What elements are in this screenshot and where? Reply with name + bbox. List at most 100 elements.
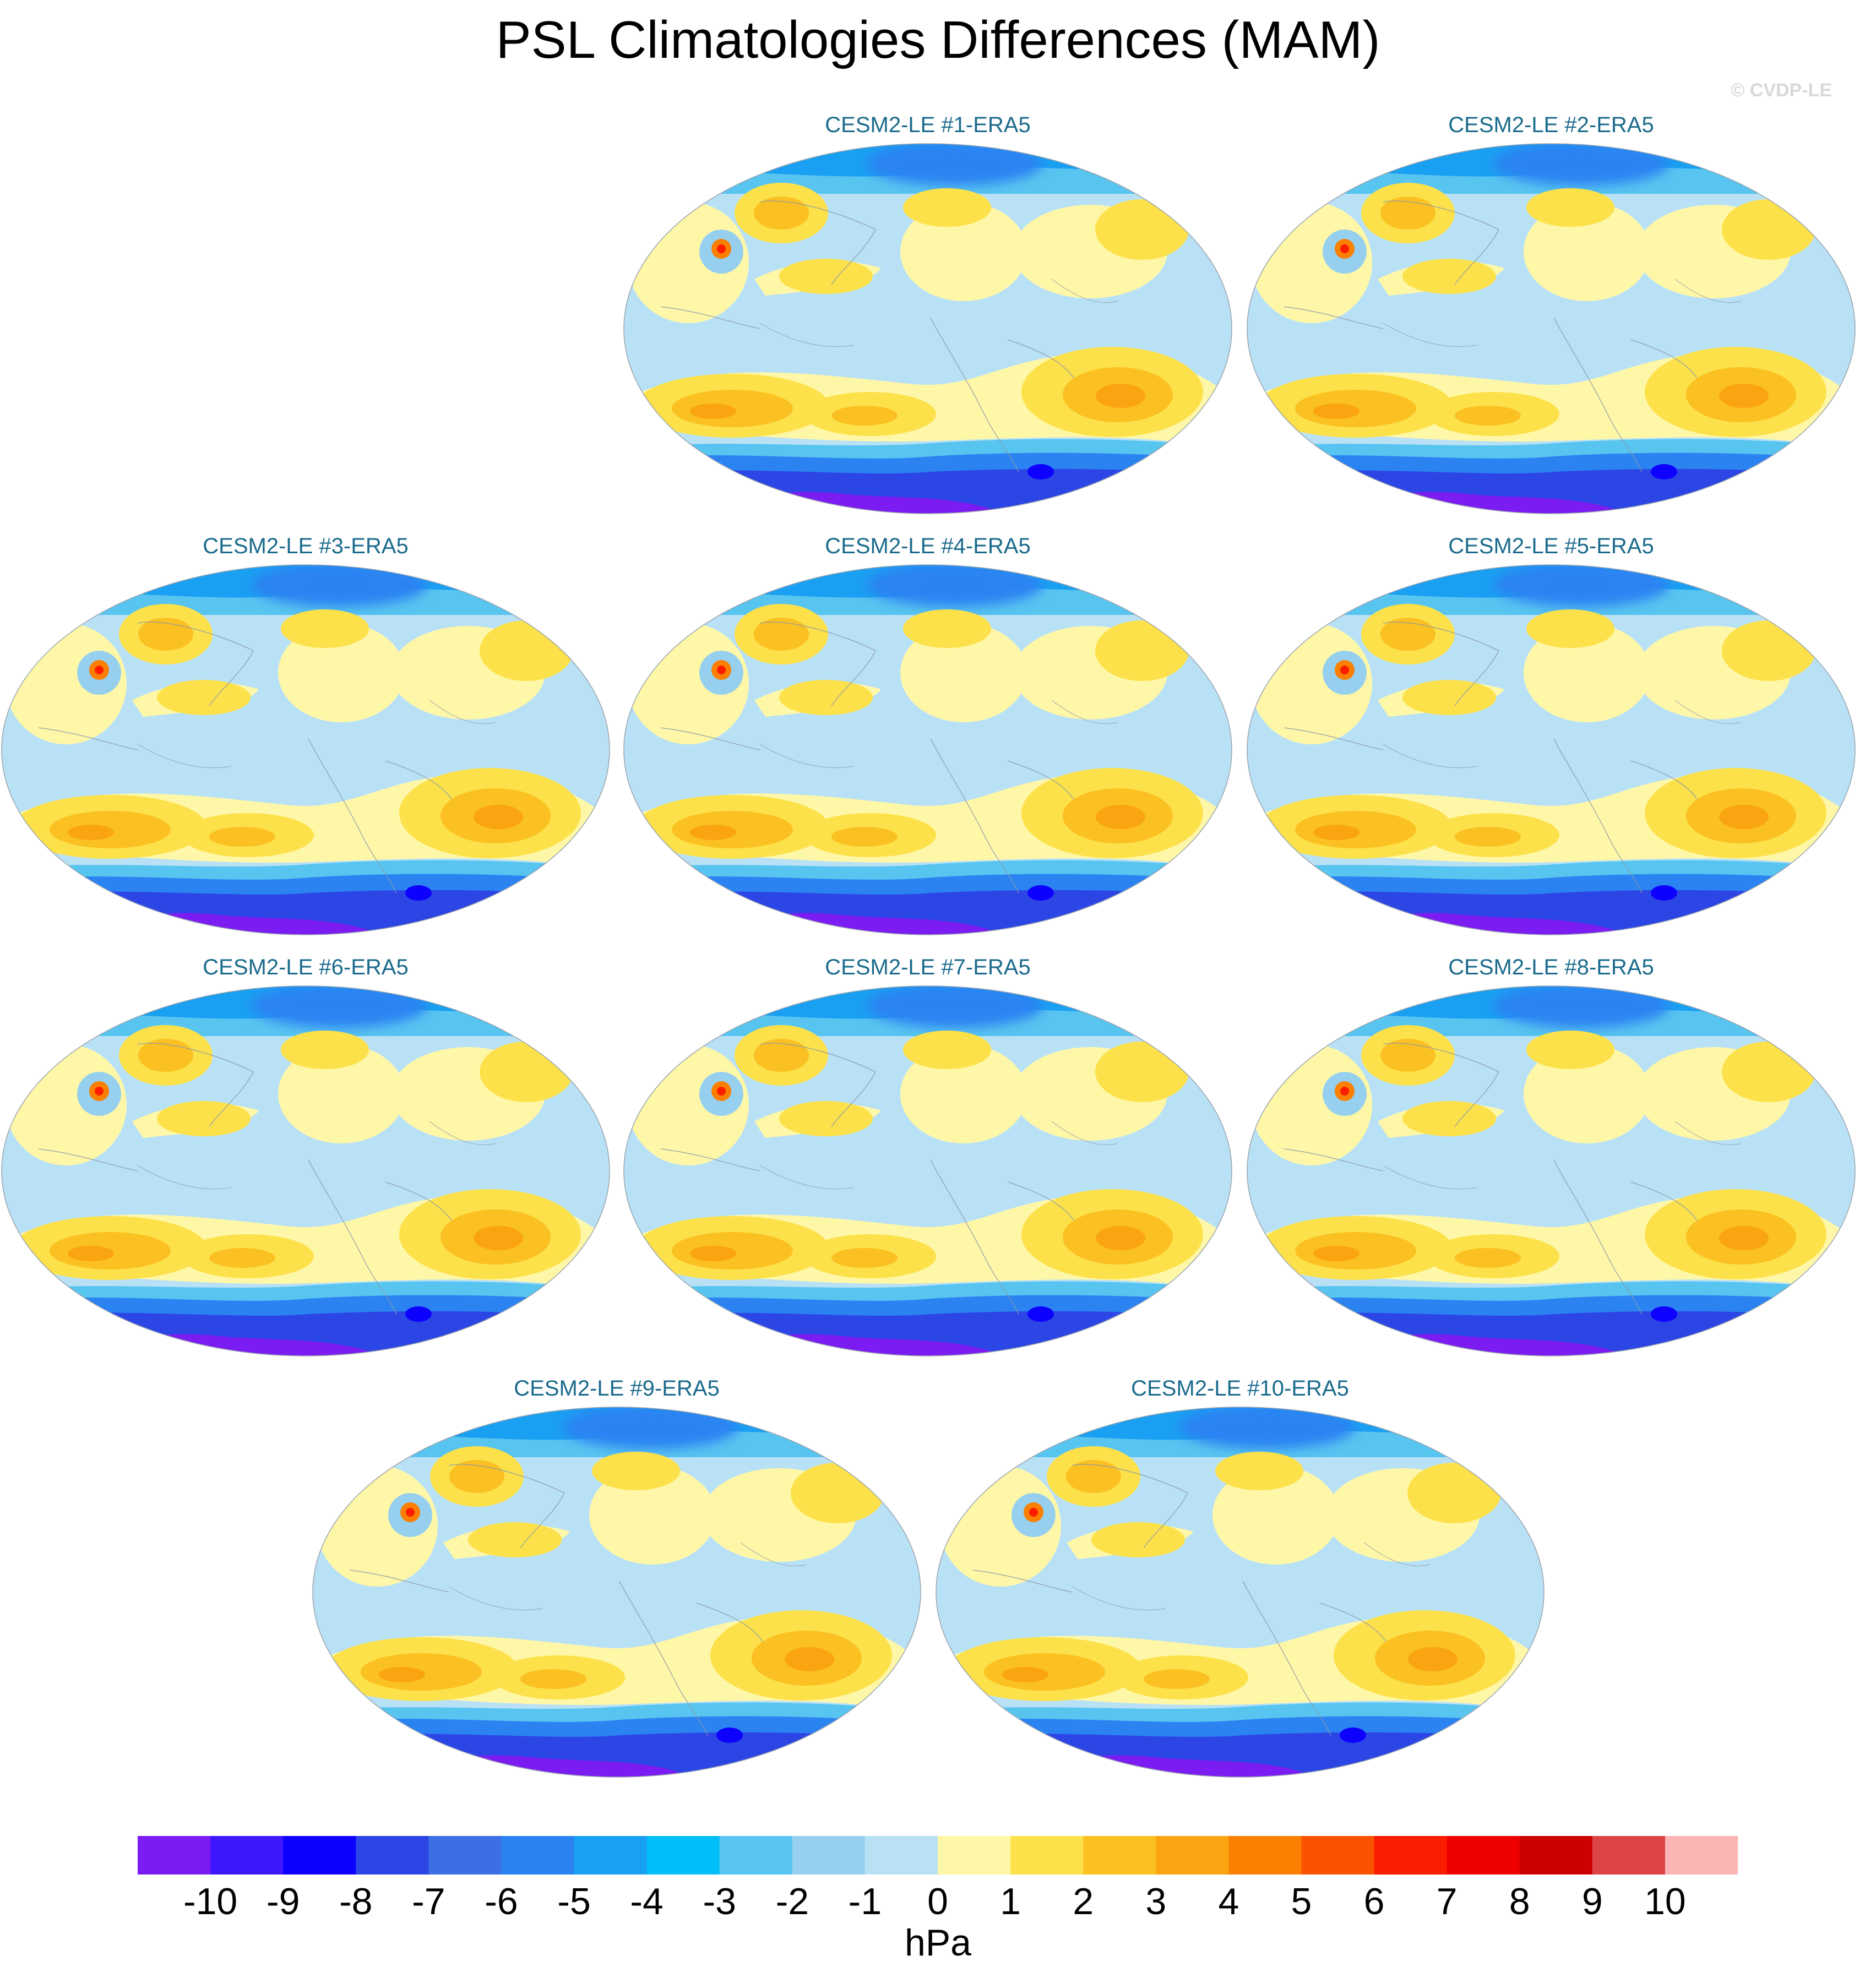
panel-title: CESM2-LE #9-ERA5 [514, 1376, 720, 1401]
map-panel: CESM2-LE #3-ERA5 [0, 534, 611, 935]
colorbar-swatch [1519, 1836, 1593, 1875]
map-panel: CESM2-LE #7-ERA5 [622, 955, 1233, 1356]
map-plot [312, 1407, 921, 1778]
colorbar-tick-label: -5 [557, 1881, 591, 1922]
colorbar-swatch [210, 1836, 284, 1875]
tibet-peak-core [1340, 666, 1349, 674]
siberia-core [138, 618, 193, 651]
europe-blob [1095, 199, 1189, 260]
panel-title: CESM2-LE #4-ERA5 [825, 534, 1031, 558]
amundsen-low [716, 1728, 743, 1743]
south-atlantic-peak [1719, 384, 1769, 408]
colorbar-tick-label: -6 [485, 1881, 518, 1922]
panel-title: CESM2-LE #7-ERA5 [825, 955, 1031, 979]
south-atlantic-peak [1096, 1226, 1145, 1250]
siberia-core [1380, 618, 1435, 651]
alaska-blob [592, 1452, 680, 1490]
north-pacific-core [468, 1522, 562, 1557]
colorbar-swatch [1592, 1836, 1666, 1875]
coastline [660, 622, 1074, 893]
colorbar-tick-label: 7 [1436, 1881, 1458, 1922]
north-america-blob [900, 623, 1027, 722]
europe-blob [1722, 620, 1815, 681]
colorbar-tick-label: 0 [927, 1881, 948, 1922]
watermark: © CVDP-LE [1731, 80, 1832, 101]
north-pacific-core [779, 680, 873, 715]
south-indian-peak [690, 825, 736, 840]
siberia-core [754, 618, 809, 651]
arctic-low [867, 565, 1043, 607]
coastline-2 [137, 700, 496, 769]
siberia-core [754, 1039, 809, 1072]
colorbar-swatch [138, 1836, 211, 1875]
tibet-peak-core [1029, 1508, 1038, 1517]
coastline [38, 1043, 452, 1315]
europe-blob [480, 620, 573, 681]
south-pacific-core [1455, 827, 1521, 847]
south-indian-peak [379, 1667, 425, 1682]
colorbar-swatch [356, 1836, 429, 1875]
south-indian-peak [690, 404, 736, 419]
map-plot [1247, 143, 1856, 514]
panel-title: CESM2-LE #3-ERA5 [203, 534, 409, 558]
map-panel: CESM2-LE #6-ERA5 [0, 955, 611, 1356]
map-panel: CESM2-LE #2-ERA5 [1246, 113, 1857, 514]
colorbar-tick-label: -4 [630, 1881, 664, 1922]
colorbar-tick-label: 1 [1000, 1881, 1021, 1922]
coastline [349, 1464, 763, 1736]
coastline-2 [1383, 279, 1742, 347]
colorbar-tick-label: -3 [703, 1881, 736, 1922]
south-pacific-core [1455, 406, 1521, 426]
colorbar [138, 1836, 1738, 1875]
map-panel: CESM2-LE #4-ERA5 [622, 534, 1233, 935]
coastline [660, 200, 1074, 472]
north-america-blob [900, 202, 1027, 301]
south-pacific-core [209, 827, 275, 847]
siberia-core [754, 197, 809, 230]
coastline [972, 1464, 1386, 1736]
coastline [1284, 200, 1698, 472]
panel-title: CESM2-LE #10-ERA5 [1131, 1376, 1349, 1401]
alaska-blob [1526, 1031, 1614, 1069]
europe-blob [480, 1042, 573, 1102]
colorbar-tick-label: -8 [339, 1881, 373, 1922]
coastline-2 [448, 1542, 807, 1611]
coastline [1284, 622, 1698, 893]
south-indian-peak [1002, 1667, 1048, 1682]
colorbar-tick-label: -9 [266, 1881, 300, 1922]
europe-blob [791, 1463, 884, 1523]
alaska-blob [281, 1031, 369, 1069]
colorbar-swatch [864, 1836, 938, 1875]
arctic-low [867, 144, 1043, 186]
colorbar-swatch [1156, 1836, 1229, 1875]
south-pacific-core [831, 827, 898, 847]
north-america-blob [1212, 1465, 1339, 1565]
colorbar-units: hPa [905, 1922, 971, 1964]
map-panel: CESM2-LE #10-ERA5 [934, 1376, 1546, 1778]
map-plot [1, 564, 610, 935]
tibet-peak-core [717, 666, 726, 674]
colorbar-tick-label: 3 [1145, 1881, 1167, 1922]
siberia-core [1380, 1039, 1435, 1072]
map-panel: CESM2-LE #8-ERA5 [1246, 955, 1857, 1356]
arctic-low [562, 1407, 738, 1449]
colorbar-swatch [1447, 1836, 1520, 1875]
coastline [38, 622, 452, 893]
amundsen-low [405, 1306, 432, 1322]
map-plot [1, 985, 610, 1356]
coastline [660, 1043, 1074, 1315]
north-pacific-core [779, 1101, 873, 1136]
map-plot [623, 985, 1232, 1356]
south-atlantic-peak [1408, 1647, 1458, 1671]
north-pacific-core [157, 680, 251, 715]
colorbar-swatch [1374, 1836, 1448, 1875]
colorbar-tick-label: 5 [1291, 1881, 1312, 1922]
coastline-2 [1383, 1121, 1742, 1190]
coastline-2 [759, 700, 1118, 769]
amundsen-low [1651, 885, 1677, 901]
south-atlantic-peak [1096, 805, 1145, 829]
colorbar-tick-label: 2 [1073, 1881, 1094, 1922]
colorbar-swatch [574, 1836, 648, 1875]
south-pacific-core [209, 1248, 275, 1268]
colorbar-swatch [646, 1836, 720, 1875]
